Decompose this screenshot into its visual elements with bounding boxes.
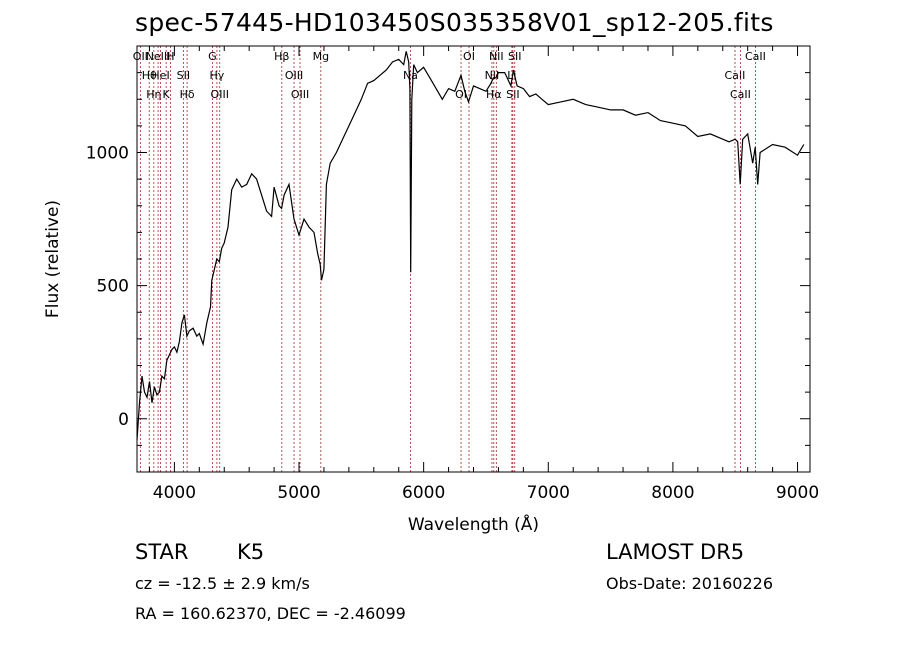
x-tick-label: 9000 [776, 483, 819, 503]
axis-ticks: 4000 5000 6000 7000 8000 9000 0 500 1000 [86, 46, 819, 503]
spectrum-line [136, 51, 805, 441]
line-marker-label: OI [455, 88, 467, 101]
x-tick-label: 5000 [277, 483, 320, 503]
line-marker-label: OIII [291, 88, 309, 101]
line-marker-label: K [163, 88, 171, 101]
line-marker-label: SII [508, 50, 521, 63]
line-marker-label: G [208, 50, 217, 63]
redshift-velocity: cz = -12.5 ± 2.9 km/s [135, 574, 310, 593]
x-tick-label: 6000 [402, 483, 445, 503]
line-marker-label: OIII [211, 88, 229, 101]
x-tick-label: 8000 [651, 483, 694, 503]
object-class: STAR [135, 540, 189, 564]
line-marker-label: Hδ [180, 88, 195, 101]
line-marker-label: Li [507, 69, 516, 82]
y-tick-label: 1000 [86, 144, 129, 164]
emission-line-markers: OIIHθHηNeIIIHeIKHSIIHδGHγOIIIHβOIIIOIIIM… [133, 46, 766, 472]
x-tick-label: 4000 [153, 483, 196, 503]
x-axis-label: Wavelength (Å) [408, 513, 539, 535]
line-marker-label: Hη [146, 88, 161, 101]
line-marker-label: SII [177, 69, 190, 82]
line-marker-label: Hγ [209, 69, 224, 82]
chart-title: spec-57445-HD103450S035358V01_sp12-205.f… [135, 8, 774, 37]
line-marker-label: Hα [486, 88, 502, 101]
line-marker-label: Mg [313, 50, 329, 63]
ra-dec-coordinates: RA = 160.62370, DEC = -2.46099 [135, 604, 406, 623]
line-marker-label: OIII [285, 69, 303, 82]
line-marker-label: CaII [725, 69, 746, 82]
line-marker-label: Hβ [274, 50, 289, 63]
line-marker-label: NII [485, 69, 500, 82]
y-axis-label: Flux (relative) [43, 200, 63, 318]
line-marker-label: CaII [745, 50, 766, 63]
plot-frame [136, 45, 811, 473]
y-tick-label: 500 [97, 277, 129, 297]
line-marker-label: OI [463, 50, 475, 63]
object-subclass: K5 [237, 540, 265, 564]
line-marker-label: Na [403, 69, 418, 82]
line-marker-label: NII [489, 50, 504, 63]
line-marker-label: Hθ [142, 69, 157, 82]
line-marker-label: NeIII [146, 50, 171, 63]
line-marker-label: H [166, 50, 174, 63]
observation-date: Obs-Date: 20160226 [606, 574, 774, 593]
x-tick-label: 7000 [527, 483, 570, 503]
line-marker-label: HeI [151, 69, 169, 82]
line-marker-label: SII [506, 88, 519, 101]
y-tick-label: 0 [118, 410, 129, 430]
line-marker-label: CaII [730, 88, 751, 101]
survey-name: LAMOST DR5 [606, 540, 745, 564]
